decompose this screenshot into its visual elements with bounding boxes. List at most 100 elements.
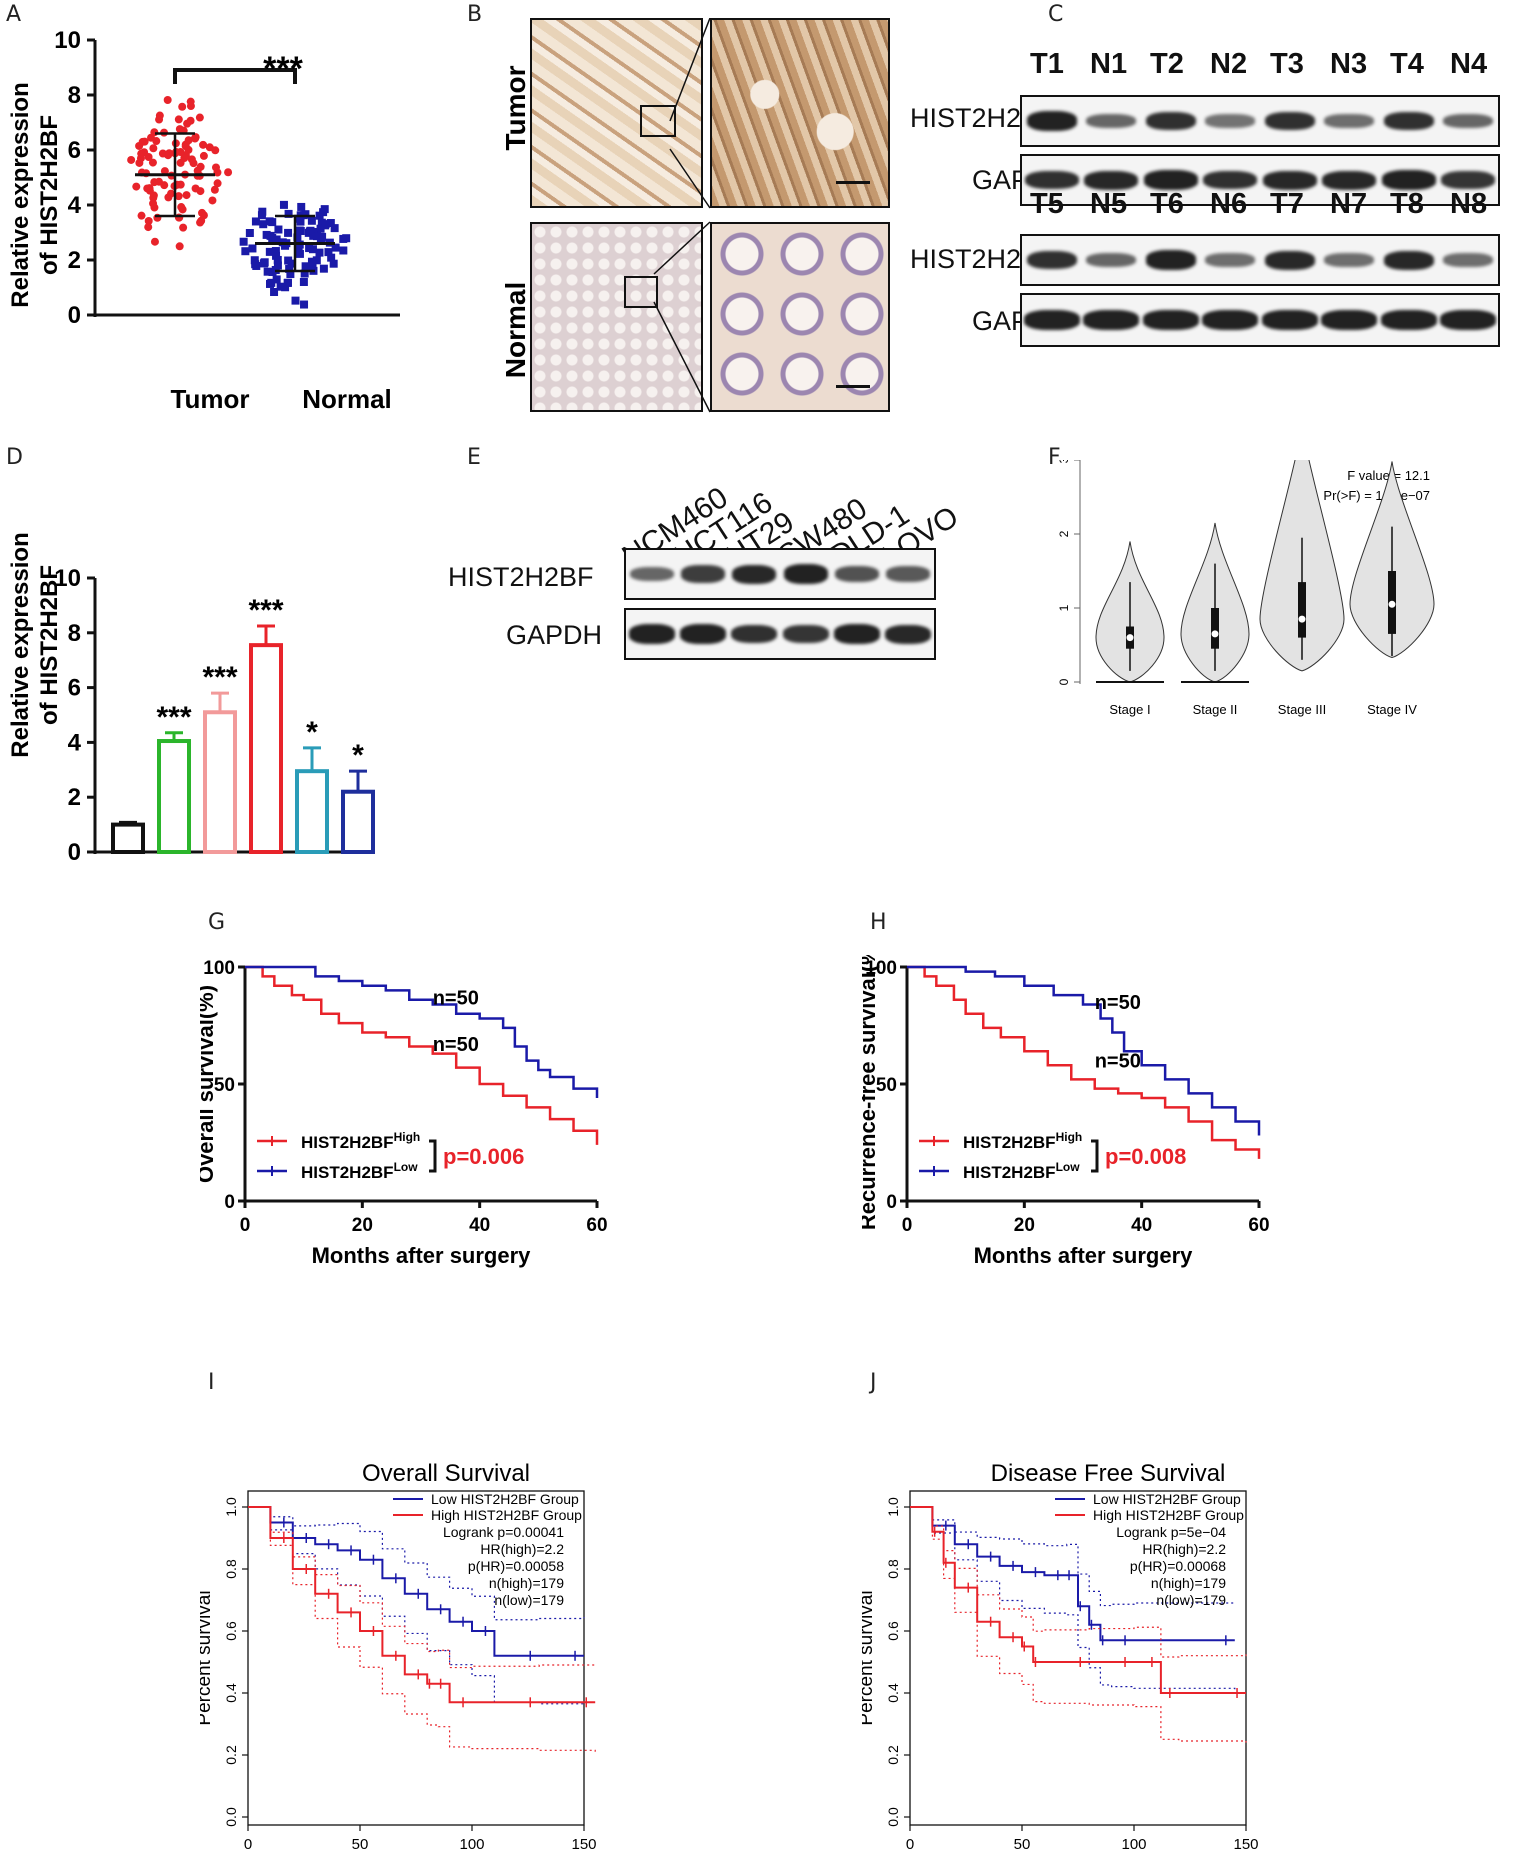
panelG-legend-label-base: HIST2H2BF: [301, 1133, 394, 1152]
blot-e-gapdh: [624, 608, 936, 660]
panelJ-xtick-label: 100: [1121, 1836, 1146, 1853]
panelJ-ylabel: Percent survival: [862, 1590, 877, 1725]
blot-c-hist-top-band: [1324, 114, 1375, 128]
panelI-legend-label: High HIST2H2BF Group: [431, 1507, 582, 1523]
panelH-ytick-label: 100: [865, 958, 897, 979]
panel-a-point-normal: [271, 247, 280, 256]
panelI-legend-stat: n(low)=179: [494, 1592, 564, 1608]
panelJ-ytick-label: 0.0: [885, 1807, 901, 1827]
panel-e-western-blot: NCM460 HCT116 HT29 SW480 DLD-1 LOVO HIST2H2BF…: [440, 450, 1000, 750]
blot-c-gapdh-bottom-band: [1023, 310, 1080, 330]
panel-c-lane-n3: N3: [1330, 48, 1368, 80]
ihc-normal-low-mag: [530, 222, 703, 412]
panel-b-ihc: Tumor Normal: [490, 18, 910, 418]
panel-b-zoom-lines: [653, 18, 711, 413]
panel-a-points: [127, 95, 351, 309]
blot-e-hist-band: [629, 566, 674, 582]
blot-e-hist-band: [783, 564, 828, 584]
panel-a-ylabel-line1: Relative expression: [7, 82, 34, 307]
blot-e-hist-band: [835, 566, 879, 582]
panel-d-xtick-label: SW480: [216, 855, 279, 860]
panelG-legend-label-sup: High: [394, 1130, 421, 1144]
panel-a-point-tumor: [137, 149, 146, 158]
panel-a-point-tumor: [144, 223, 153, 232]
panel-a-point-tumor: [174, 115, 183, 124]
panelG-ytick-label: 50: [214, 1075, 235, 1096]
panel-a-point-tumor: [195, 113, 204, 122]
panelH-curve: [907, 965, 1261, 1136]
panelI-xtick-label: 100: [459, 1836, 484, 1853]
blot-c-hist-bottom: [1020, 234, 1500, 286]
panel-a-point-tumor: [155, 111, 164, 120]
panel-a-point-normal: [252, 261, 261, 270]
panel-d-ytick-label: 10: [54, 565, 81, 592]
panel-a-point-tumor: [144, 216, 153, 225]
panel-label-i: I: [208, 1370, 215, 1395]
panel-a-point-tumor: [224, 168, 233, 177]
panelH-xtick-label: 60: [1248, 1215, 1269, 1236]
panel-j-gepia-dfs-chart: Disease Free Survival 0.0 0.2 0.4 0.6 0.8 1.0 0…: [862, 1460, 1259, 1853]
panelH-ylabel: Recurrence-free survival(%): [862, 955, 880, 1230]
panel-a-point-tumor: [179, 223, 188, 232]
panelG-legend-label-base: HIST2H2BF: [301, 1163, 394, 1182]
panel-a-point-normal: [268, 268, 277, 277]
panel-c-lane-t1: T1: [1030, 48, 1064, 80]
panel-i-gepia-os-chart: Overall Survival 0.0 0.2 0.4 0.6 0.8 1.0 0 50 100…: [200, 1460, 597, 1853]
panel-a-point-normal: [295, 226, 304, 235]
blot-c-hist-bottom-band: [1026, 250, 1077, 270]
blot-e-gapdh-band: [834, 624, 880, 644]
panel-a-point-tumor: [160, 181, 169, 190]
panel-d-ytick-label: 4: [68, 729, 82, 756]
blot-c-gapdh-bottom-band: [1440, 310, 1497, 330]
panel-a-point-normal: [284, 256, 293, 265]
panel-f-median-dot: [1298, 615, 1306, 623]
panel-c-lane-n4: N4: [1450, 48, 1488, 80]
blot-c-hist-top-band: [1026, 111, 1077, 131]
panel-a-xtick-tumor: Tumor: [171, 384, 250, 414]
blot-e-gapdh-band: [731, 624, 778, 644]
panelJ-legend-stat: HR(high)=2.2: [1142, 1541, 1226, 1557]
blot-c-gapdh-top-band: [1084, 170, 1139, 190]
panelJ-legend-stat: p(HR)=0.00068: [1130, 1558, 1226, 1574]
blot-e-hist-band: [681, 565, 725, 583]
panel-a-point-normal: [274, 225, 283, 234]
panel-a-point-normal: [326, 219, 335, 228]
panel-a-point-normal: [284, 228, 293, 237]
panel-a-point-tumor: [137, 211, 146, 220]
panel-a-point-normal: [272, 251, 281, 260]
panel-d-ytick-label: 2: [68, 784, 81, 811]
panelH-n-high: n=50: [1095, 1051, 1141, 1073]
panel-d-xtick-label: HT29: [182, 855, 233, 860]
panel-c-lane-n1: N1: [1090, 48, 1128, 80]
panelJ-ytick-label: 0.8: [885, 1559, 901, 1579]
panel-a-point-tumor: [182, 191, 191, 200]
panel-a-point-tumor: [199, 151, 208, 160]
ihc-tumor-zoom-box: [640, 105, 676, 137]
panelI-ci: [248, 1506, 585, 1621]
panel-c-lane-n8: N8: [1450, 188, 1488, 220]
panel-a-point-tumor: [140, 137, 149, 146]
panel-d-bars: NCM460***HCT116***HT29***SW480*DLD-1*LOV…: [68, 594, 375, 860]
blot-e-gapdh-band: [782, 625, 829, 643]
panel-a-point-tumor: [211, 146, 220, 155]
panel-a-point-tumor: [191, 184, 200, 193]
panelI-frame: [247, 1490, 585, 1826]
panel-a-point-normal: [297, 202, 306, 211]
blot-c-hist-top-band: [1264, 111, 1315, 131]
blot-c-gapdh-bottom-band: [1380, 310, 1437, 330]
panel-a-point-normal: [272, 275, 281, 284]
panel-a-point-normal: [291, 296, 300, 305]
panelI-xtick-label: 150: [571, 1836, 596, 1853]
panel-c-lane-t4: T4: [1390, 48, 1424, 80]
panel-a-ytick-label: 6: [68, 137, 81, 164]
panel-a-point-tumor: [211, 163, 220, 172]
panel-a-point-normal: [260, 259, 269, 268]
panelI-legend-stat: Logrank p=0.00041: [443, 1524, 564, 1540]
panel-a-ylabel-line2: of HIST2H2BF: [36, 115, 63, 275]
panel-a-point-tumor: [177, 203, 186, 212]
panelJ-ci: [910, 1506, 1236, 1690]
panelI-legend-stat: n(high)=179: [489, 1575, 564, 1591]
panelH-xtick-label: 0: [902, 1215, 913, 1236]
ihc-tumor-scale-bar: [836, 181, 870, 184]
panel-a-point-normal: [294, 214, 303, 223]
